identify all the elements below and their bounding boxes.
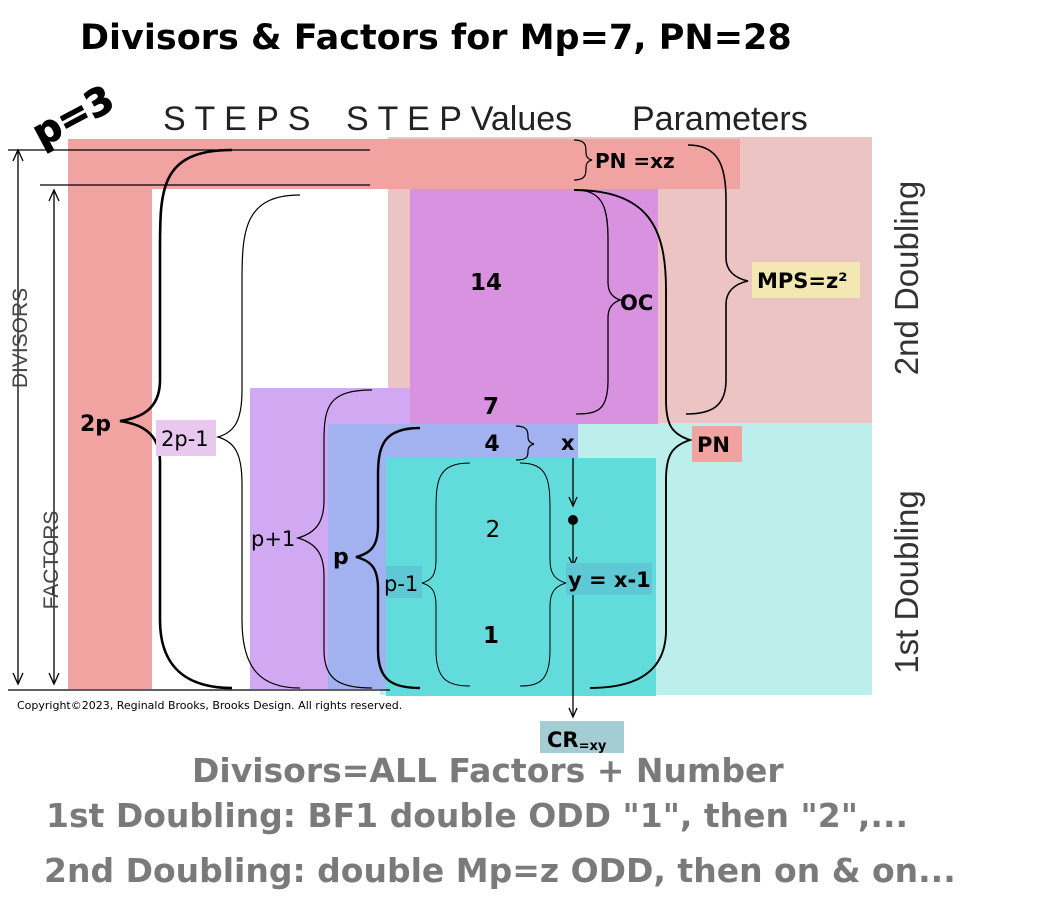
value-7: 7 xyxy=(483,394,499,420)
param-pn: PN xyxy=(697,433,730,457)
param-y-equation: y = x-1 xyxy=(568,568,651,592)
step-p-plus-1: p+1 xyxy=(251,527,295,551)
footer-line-1: Divisors=ALL Factors + Number xyxy=(192,751,784,790)
diagram-title: Divisors & Factors for Mp=7, PN=28 xyxy=(80,18,792,58)
header-parameters: Parameters xyxy=(632,100,808,138)
param-x: x xyxy=(561,431,575,455)
step-2p: 2p xyxy=(80,412,111,437)
step-p: p xyxy=(333,545,349,570)
value-1: 1 xyxy=(483,623,499,649)
value-4: 4 xyxy=(484,432,499,457)
value-14: 14 xyxy=(470,270,502,296)
factors-label: FACTORS xyxy=(40,511,63,610)
value-2: 2 xyxy=(486,517,501,543)
step-2p-minus-1: 2p-1 xyxy=(161,427,209,451)
first-doubling-label: 1st Doubling xyxy=(888,490,925,673)
footer-line-3: 2nd Doubling: double Mp=z ODD, then on &… xyxy=(44,851,956,890)
param-mps: MPS=z² xyxy=(757,269,847,293)
footer-line-2: 1st Doubling: BF1 double ODD "1", then "… xyxy=(46,796,908,835)
param-oc: OC xyxy=(620,291,653,315)
step-p-minus-1: p-1 xyxy=(384,572,418,596)
cr-main: CR xyxy=(547,728,579,752)
midpoint-dot xyxy=(568,515,578,525)
header-step-values: S T E P Values xyxy=(346,100,572,138)
copyright: Copyright©2023, Reginald Brooks, Brooks … xyxy=(17,699,402,712)
second-doubling-label: 2nd Doubling xyxy=(888,181,925,376)
param-pn-xz: PN =xz xyxy=(595,149,675,173)
header-steps: S T E P S xyxy=(163,100,310,138)
